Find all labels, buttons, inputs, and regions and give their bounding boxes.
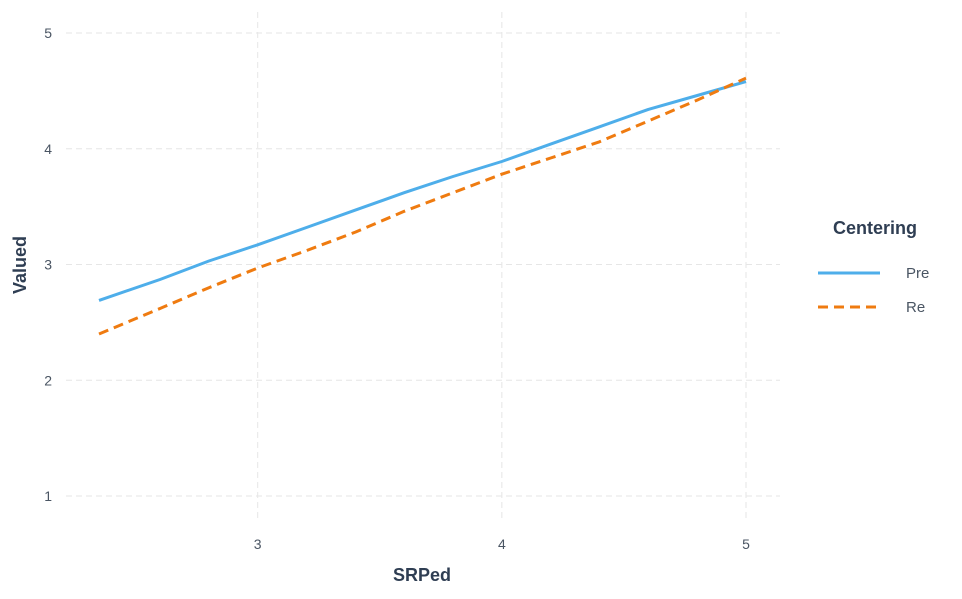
- y-tick-label: 3: [44, 257, 52, 273]
- x-axis-title: SRPed: [393, 565, 451, 585]
- legend-title: Centering: [833, 218, 917, 238]
- legend-label-re: Re: [906, 299, 925, 316]
- legend-label-pre: Pre: [906, 265, 929, 282]
- y-axis-title: Valued: [10, 236, 30, 294]
- series-lines: [98, 76, 747, 336]
- x-tick-label: 3: [254, 536, 262, 552]
- x-tick-label: 5: [742, 536, 750, 552]
- y-tick-label: 4: [44, 141, 52, 157]
- y-tick-label: 5: [44, 25, 52, 41]
- legend: Centering Pre Re: [818, 218, 929, 316]
- grid: [66, 12, 780, 518]
- series-line-re: [98, 76, 747, 336]
- y-tick-label: 1: [44, 488, 52, 504]
- legend-items: Pre Re: [818, 265, 929, 316]
- series-line-pre: [98, 80, 747, 302]
- y-tick-label: 2: [44, 372, 52, 388]
- x-tick-label: 4: [498, 536, 506, 552]
- tick-labels: 1 2 3 4 5 3 4 5: [44, 25, 750, 552]
